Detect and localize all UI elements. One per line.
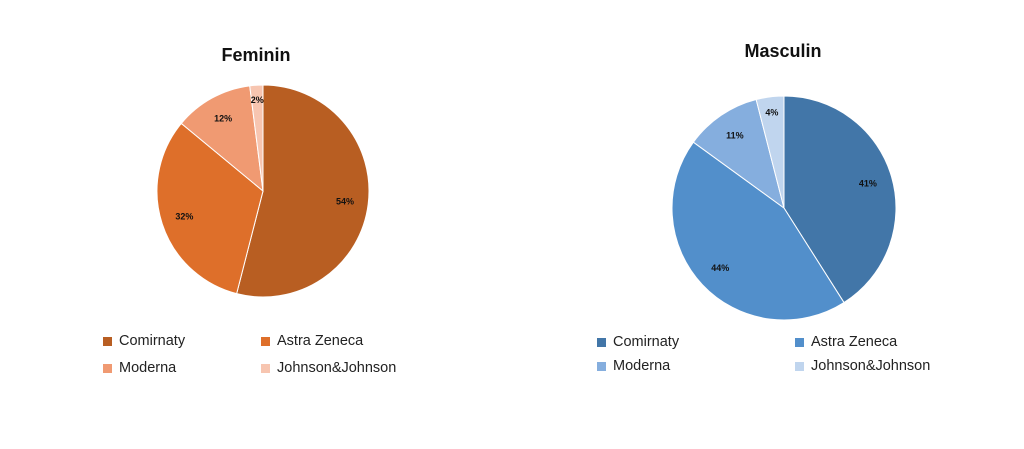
data-label-johnson-johnson: 2% xyxy=(251,95,264,105)
data-label-astra-zeneca: 32% xyxy=(175,212,193,222)
data-label-moderna: 11% xyxy=(726,131,744,141)
chart-title: Masculin xyxy=(744,41,822,61)
legend-swatch xyxy=(103,363,112,373)
legend-swatch xyxy=(261,363,270,373)
pie-slice-moderna xyxy=(692,98,785,210)
legend-label: Johnson&Johnson xyxy=(277,360,397,376)
legend-label: Astra Zeneca xyxy=(277,333,364,349)
legend-item-moderna: Moderna xyxy=(103,360,176,376)
legend-swatch xyxy=(597,361,606,371)
legend-item-comirnaty: Comirnaty xyxy=(597,334,679,350)
legend-label: Comirnaty xyxy=(613,334,680,350)
pie-feminin: 54% 32% 12% 2% xyxy=(156,84,370,298)
legend-item-johnson-johnson: Johnson&Johnson xyxy=(795,358,930,374)
data-label-comirnaty: 54% xyxy=(336,196,354,206)
legend-swatch xyxy=(103,336,112,346)
chart-masculin: Masculin 41% 44% 11% 4% Comirnaty Astra Zene… xyxy=(512,0,1024,449)
legend-item-astra-zeneca: Astra Zeneca xyxy=(795,334,897,350)
data-label-johnson-johnson: 4% xyxy=(765,107,778,117)
data-label-astra-zeneca: 44% xyxy=(711,263,729,273)
legend-swatch xyxy=(597,337,606,347)
legend-label: Johnson&Johnson xyxy=(811,358,931,374)
legend-item-moderna: Moderna xyxy=(597,358,670,374)
data-label-moderna: 12% xyxy=(214,114,232,124)
legend-swatch xyxy=(795,361,804,371)
legend-item-astra-zeneca: Astra Zeneca xyxy=(261,333,363,349)
data-label-comirnaty: 41% xyxy=(859,179,877,189)
legend-label: Moderna xyxy=(119,360,177,376)
legend-label: Moderna xyxy=(613,358,671,374)
pie-slice-moderna xyxy=(180,85,264,193)
pie-slice-johnson-johnson xyxy=(755,95,785,209)
pie-slice-johnson-johnson xyxy=(249,84,264,192)
pie-slice-astra-zeneca xyxy=(671,141,845,321)
legend-label: Astra Zeneca xyxy=(811,334,898,350)
pie-slice-astra-zeneca xyxy=(156,122,264,295)
pie-slice-comirnaty xyxy=(783,95,897,304)
legend-swatch xyxy=(261,336,270,346)
pie-slice-comirnaty xyxy=(236,84,370,298)
chart-feminin: Feminin 54% 32% 12% 2% Comirnaty Astra Zenec… xyxy=(103,45,396,376)
legend-label: Comirnaty xyxy=(119,333,186,349)
legend-item-johnson-johnson: Johnson&Johnson xyxy=(261,360,396,376)
legend-swatch xyxy=(795,337,804,347)
pie-masculin: 41% 44% 11% 4% xyxy=(671,95,897,321)
chart-title: Feminin xyxy=(221,45,291,65)
legend-item-comirnaty: Comirnaty xyxy=(103,333,185,349)
